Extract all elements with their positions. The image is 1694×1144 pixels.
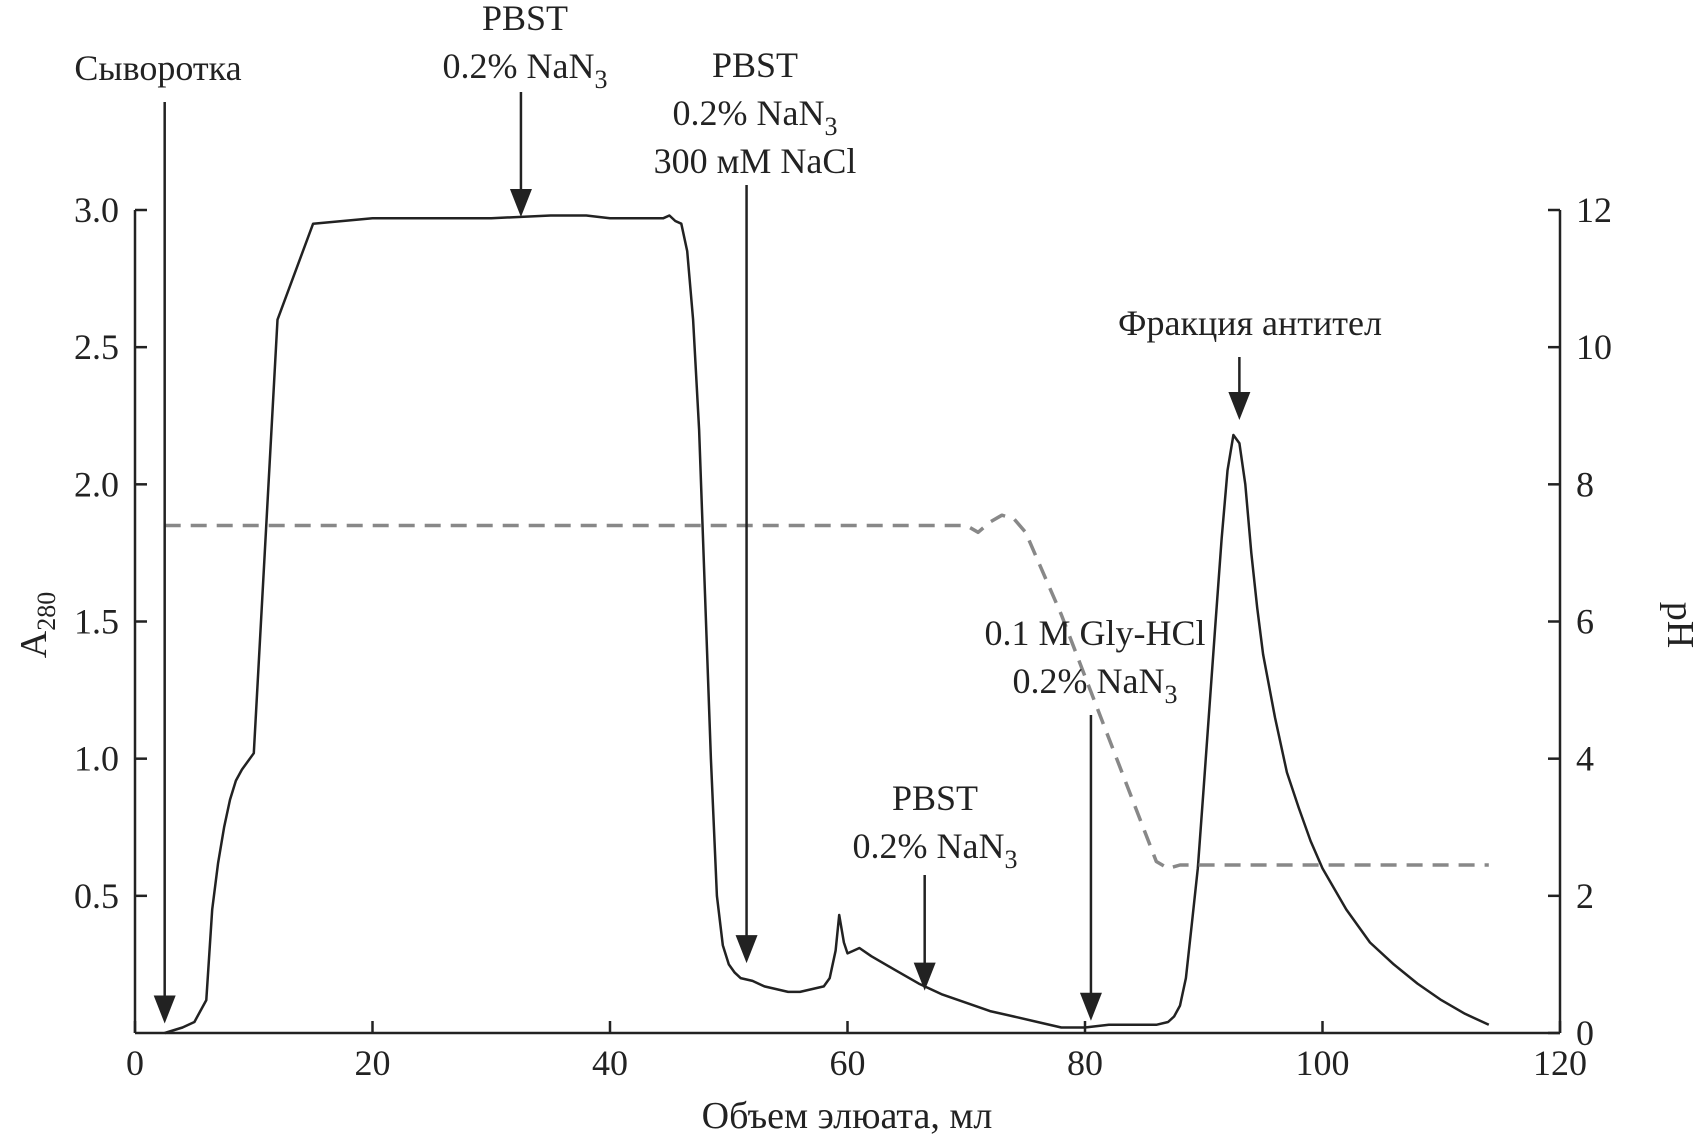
annotation-text: PBST [482, 0, 568, 38]
annotation-text-subscript: 3 [594, 65, 607, 94]
annotation-text: 300 мМ NaCl [654, 141, 857, 181]
y-axis-title-main: A [13, 630, 55, 658]
annotation-text-subscript: 3 [1164, 680, 1177, 709]
annotation-text: 0.2% NaN3 [1013, 661, 1178, 709]
annotation-text-main: 0.2% NaN [673, 93, 825, 133]
annotation-text-main: 0.2% NaN [443, 46, 595, 86]
y-axis-title: A280 [13, 592, 61, 658]
x-tick-label: 0 [126, 1043, 144, 1083]
x-tick-label: 80 [1067, 1043, 1103, 1083]
y2-tick-label: 0 [1576, 1013, 1594, 1053]
y2-tick-label: 2 [1576, 876, 1594, 916]
ticks: 0 20 40 60 80 100 120 0.5 1.0 1.5 2.0 2.5 3.0 0 2 4 6 8 10… [74, 190, 1612, 1083]
annotation-arrow-head [1079, 992, 1102, 1021]
y2-tick-label: 10 [1576, 327, 1612, 367]
annotation-text: PBST [712, 45, 798, 85]
x-tick-label: 20 [355, 1043, 391, 1083]
annotation-0: Сыворотка [74, 48, 242, 1024]
annotation-text: Фракция антител [1118, 303, 1382, 343]
annotation-arrow-head [1228, 391, 1251, 420]
y-tick-label: 1.5 [74, 602, 119, 642]
annotation-text-main: 0.2% NaN [1013, 661, 1165, 701]
annotation-arrow-head [153, 995, 176, 1024]
annotation-arrow-head [735, 935, 758, 964]
x-axis-title: Объем элюата, мл [702, 1095, 993, 1137]
annotation-1: PBST 0.2% NaN3 [443, 0, 608, 217]
annotation-arrow-head [509, 188, 532, 217]
annotation-text: PBST [892, 778, 978, 818]
annotation-3: PBST 0.2% NaN3 [853, 778, 1018, 991]
y2-axis-title: pH [1659, 602, 1694, 648]
y2-tick-label: 4 [1576, 739, 1594, 779]
annotation-text: Сыворотка [74, 48, 241, 88]
annotation-text-main: 0.2% NaN [853, 826, 1005, 866]
ph-series-line [164, 513, 1489, 871]
y-tick-label: 0.5 [74, 876, 119, 916]
y2-tick-label: 6 [1576, 602, 1594, 642]
y2-tick-label: 8 [1576, 464, 1594, 504]
annotation-text-subscript: 3 [824, 112, 837, 141]
x-tick-label: 60 [830, 1043, 866, 1083]
y-tick-label: 2.5 [74, 327, 119, 367]
annotation-text-subscript: 3 [1004, 845, 1017, 874]
absorbance-series-line [164, 214, 1490, 1035]
annotation-arrow-head [913, 962, 936, 991]
annotation-text: 0.2% NaN3 [443, 46, 608, 94]
y-tick-label: 3.0 [74, 190, 119, 230]
y-axis-title-subscript: 280 [32, 592, 61, 631]
annotation-text: 0.2% NaN3 [853, 826, 1018, 874]
y-tick-label: 1.0 [74, 739, 119, 779]
annotation-text: 0.1 M Gly-HCl [984, 613, 1205, 653]
y2-tick-label: 12 [1576, 190, 1612, 230]
y-tick-label: 2.0 [74, 464, 119, 504]
x-tick-label: 100 [1296, 1043, 1350, 1083]
x-tick-label: 40 [592, 1043, 628, 1083]
x-tick-label: 120 [1533, 1043, 1587, 1083]
series-layer [164, 214, 1490, 1035]
annotation-5: Фракция антител [1118, 303, 1382, 420]
annotation-text: 0.2% NaN3 [673, 93, 838, 141]
